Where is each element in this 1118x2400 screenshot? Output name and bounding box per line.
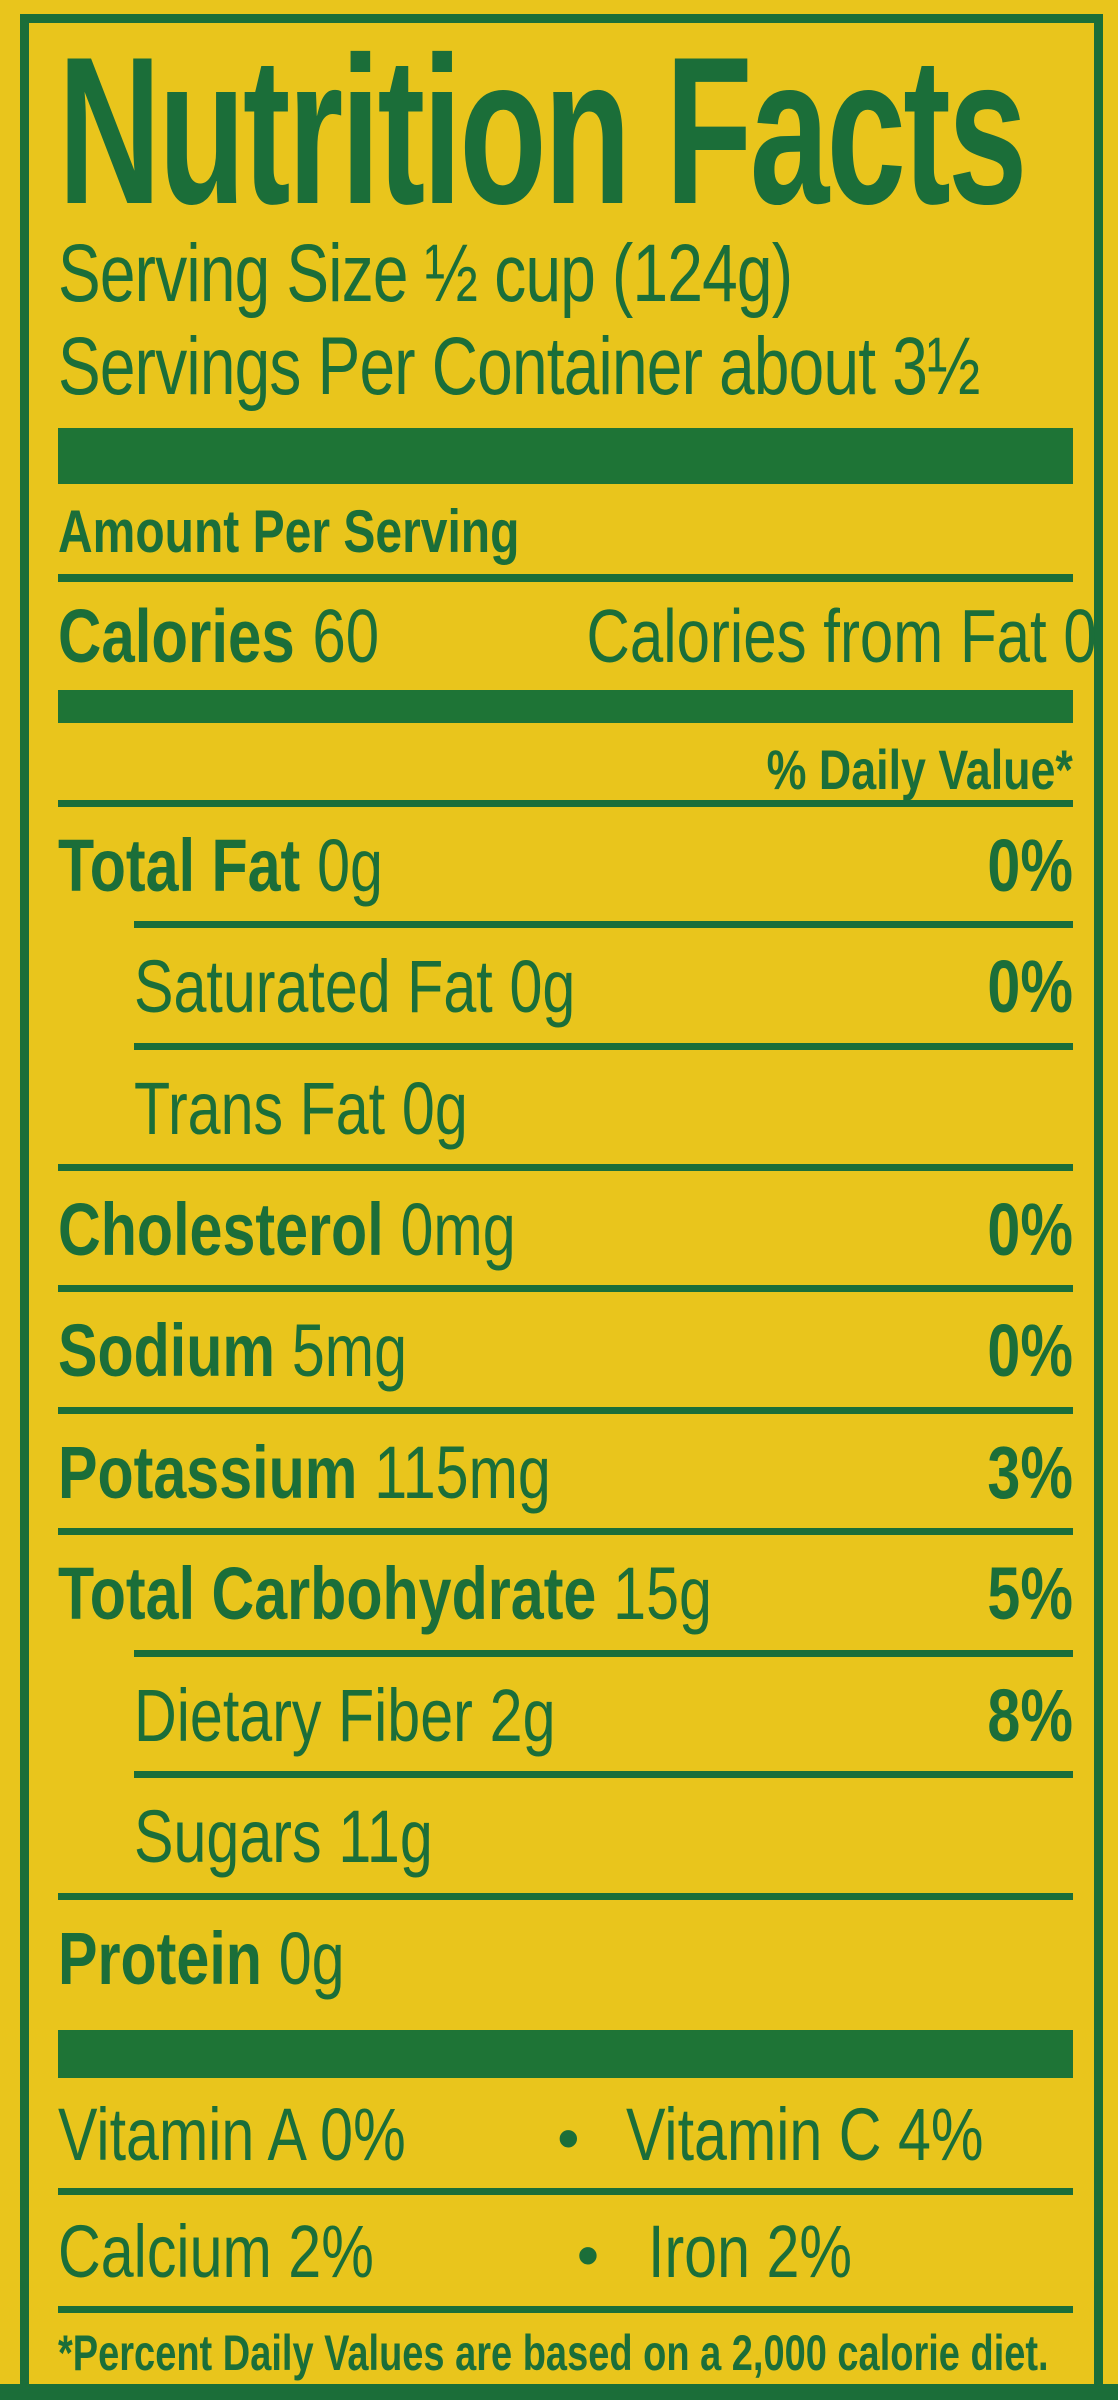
nutrient-amount: 0mg — [400, 1187, 516, 1271]
nutrient-name: Cholesterol — [58, 1187, 384, 1271]
nutrient-row-sodium: Sodium 5mg 0% — [58, 1292, 1073, 1406]
mineral-row: Calcium 2% • Iron 2% — [58, 2195, 1073, 2305]
iron-value: Iron 2% — [648, 2210, 853, 2294]
bottom-border-band — [0, 2384, 1118, 2400]
nutrient-daily-value: 0% — [987, 823, 1073, 907]
nutrient-amount: 5mg — [291, 1309, 408, 1393]
nutrient-name: Saturated Fat — [134, 945, 493, 1029]
divider-rule — [134, 1042, 1073, 1050]
nutrient-daily-value: 0% — [987, 1187, 1073, 1271]
nutrient-row-total-carbohydrate: Total Carbohydrate 15g 5% — [58, 1535, 1073, 1649]
nutrient-left: Total Carbohydrate 15g — [58, 1555, 712, 1633]
divider-rule — [134, 921, 1073, 929]
nutrient-row-total-fat: Total Fat 0g 0% — [58, 807, 1073, 921]
nutrient-row-saturated-fat: Saturated Fat 0g 0% — [58, 928, 1073, 1042]
servings-per-container-text: Servings Per Container about 3½ — [58, 320, 980, 412]
nutrient-daily-value: 5% — [987, 1552, 1073, 1636]
nutrient-daily-value: 8% — [987, 1673, 1073, 1757]
nutrient-daily-value: 0% — [987, 945, 1073, 1029]
calories-value: 60 — [312, 593, 380, 678]
bullet-separator-icon: • — [557, 2102, 580, 2175]
amount-per-serving-heading: Amount Per Serving — [58, 500, 1073, 563]
section-bar-micronutrients — [58, 2030, 1073, 2079]
nutrient-left: Dietary Fiber 2g — [134, 1673, 556, 1757]
nutrient-amount: 0g — [509, 945, 576, 1029]
nutrient-amount: 15g — [613, 1552, 712, 1636]
divider-rule — [58, 1406, 1073, 1414]
nutrient-row-cholesterol: Cholesterol 0mg 0% — [58, 1171, 1073, 1285]
daily-value-header: % Daily Value* — [58, 737, 1073, 801]
divider-rule — [58, 2305, 1073, 2313]
footnote-text: *Percent Daily Values are based on a 2,0… — [58, 2324, 1049, 2381]
divider-rule — [134, 1649, 1073, 1657]
section-bar-calories — [58, 689, 1073, 723]
divider-rule — [58, 2188, 1073, 2196]
calcium-value: Calcium 2% — [58, 2210, 374, 2294]
daily-value-footnote: *Percent Daily Values are based on a 2,0… — [58, 2324, 1073, 2381]
nutrient-left: Trans Fat 0g — [134, 1066, 468, 1150]
nutrient-left: Potassium 115mg — [58, 1430, 551, 1514]
section-bar-top — [58, 427, 1073, 484]
divider-rule — [58, 573, 1073, 582]
divider-rule — [58, 1892, 1073, 1900]
nutrient-left: Cholesterol 0mg — [58, 1187, 516, 1271]
nutrient-name: Dietary Fiber — [134, 1673, 473, 1757]
nutrient-name: Sugars — [134, 1795, 322, 1879]
nutrient-daily-value: 3% — [987, 1430, 1073, 1514]
nutrition-facts-title: Nutrition Facts — [58, 13, 1073, 248]
calories-row: Calories 60 Calories from Fat 0 — [58, 593, 1097, 678]
divider-rule — [58, 799, 1073, 807]
nutrient-name: Total Carbohydrate — [58, 1552, 597, 1636]
nutrient-name: Sodium — [58, 1309, 276, 1393]
nutrient-row-protein: Protein 0g — [58, 1900, 1073, 2014]
nutrient-amount: 115mg — [374, 1430, 551, 1514]
nutrient-amount: 0g — [278, 1916, 345, 2000]
nutrient-left: Sugars 11g — [134, 1795, 433, 1879]
daily-value-header-text: % Daily Value* — [766, 737, 1073, 801]
nutrient-amount: 2g — [489, 1673, 556, 1757]
nutrient-left: Protein 0g — [58, 1916, 345, 2000]
nutrition-facts-panel: Nutrition Facts Serving Size ½ cup (124g… — [20, 14, 1103, 2400]
nutrient-row-trans-fat: Trans Fat 0g — [58, 1050, 1073, 1164]
nutrient-left: Sodium 5mg — [58, 1312, 407, 1390]
vitamin-row: Vitamin A 0% • Vitamin C 4% — [58, 2078, 1073, 2188]
amount-per-serving-text: Amount Per Serving — [58, 497, 520, 565]
divider-rule — [134, 1771, 1073, 1779]
nutrient-amount: 0g — [401, 1066, 468, 1150]
serving-size-text: Serving Size ½ cup (124g) — [58, 228, 793, 320]
calories-from-fat: Calories from Fat 0 — [586, 593, 1098, 678]
nutrient-row-potassium: Potassium 115mg 3% — [58, 1414, 1073, 1528]
nutrient-row-dietary-fiber: Dietary Fiber 2g 8% — [58, 1657, 1073, 1771]
nutrient-amount: 0g — [317, 823, 383, 907]
nutrient-name: Trans Fat — [134, 1066, 386, 1150]
divider-rule — [58, 1285, 1073, 1293]
calories-left: Calories 60 — [58, 593, 380, 678]
servings-per-container-line: Servings Per Container about 3½ — [58, 321, 1073, 414]
bullet-separator-icon: • — [576, 2219, 600, 2292]
divider-rule — [58, 1163, 1073, 1171]
vitamin-c-value: Vitamin C 4% — [626, 2093, 984, 2177]
calories-label: Calories — [58, 593, 295, 678]
nutrient-daily-value: 0% — [987, 1309, 1073, 1393]
serving-size-line: Serving Size ½ cup (124g) — [58, 228, 1073, 321]
divider-rule — [58, 1528, 1073, 1536]
vitamin-a-value: Vitamin A 0% — [58, 2093, 406, 2177]
nutrient-name: Potassium — [58, 1430, 358, 1514]
nutrient-row-sugars: Sugars 11g — [58, 1778, 1073, 1892]
nutrient-name: Total Fat — [58, 823, 301, 907]
nutrient-name: Protein — [58, 1916, 262, 2000]
nutrient-amount: 11g — [338, 1795, 433, 1879]
title-text: Nutrition Facts — [58, 13, 1027, 248]
nutrient-left: Saturated Fat 0g — [134, 945, 576, 1029]
nutrient-left: Total Fat 0g — [58, 823, 383, 907]
